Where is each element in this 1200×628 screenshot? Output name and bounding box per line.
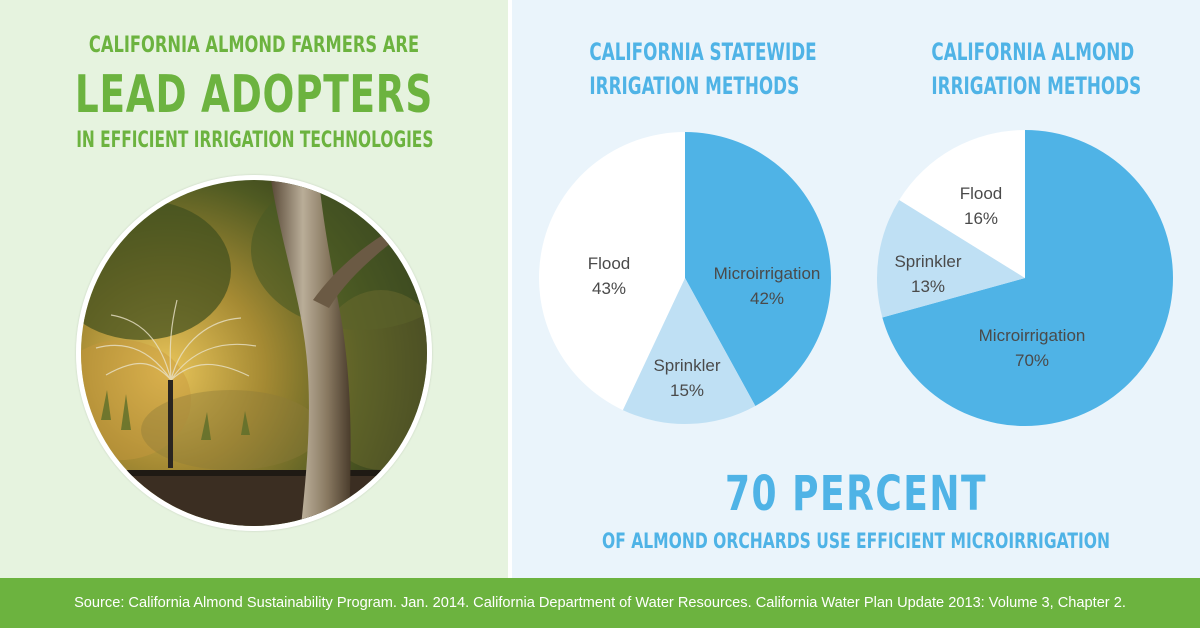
slice-label-sprinkler: Sprinkler: [894, 252, 961, 271]
pie-slice-sprinkler: [622, 278, 756, 424]
pie-slice-microirrigation: [685, 132, 831, 406]
headline-line-3: IN EFFICIENT IRRIGATION TECHNOLOGIES: [76, 128, 434, 153]
slice-label-flood: Flood: [960, 184, 1003, 203]
almond-chart-title-line-2: IRRIGATION METHODS: [931, 72, 1142, 100]
slice-value-microirrigation: 70%: [1015, 351, 1049, 370]
slice-value-flood: 16%: [964, 209, 998, 228]
slice-value-sprinkler: 15%: [670, 381, 704, 400]
almond-chart-title-line-1: CALIFORNIA ALMOND: [931, 38, 1135, 66]
slice-label-sprinkler: Sprinkler: [653, 356, 720, 375]
pie-slice-microirrigation: [882, 130, 1174, 427]
slice-value-sprinkler: 13%: [911, 277, 945, 296]
almond-chart-title: CALIFORNIA ALMOND IRRIGATION METHODS: [931, 35, 1142, 103]
highlight-subtitle: OF ALMOND ORCHARDS USE EFFICIENT MICROIR…: [601, 529, 1111, 553]
statewide-chart-title-line-2: IRRIGATION METHODS: [589, 72, 800, 100]
slice-label-microirrigation: Microirrigation: [714, 264, 821, 283]
pie-slice-flood: [539, 132, 685, 411]
pie-charts: Microirrigation 42% Sprinkler 15% Flood 43% M…: [539, 130, 1174, 427]
panel-divider: [508, 0, 512, 578]
slice-label-microirrigation: Microirrigation: [979, 326, 1086, 345]
pie-slice-flood: [899, 130, 1025, 278]
pie-slice-sprinkler: [877, 199, 1025, 318]
statewide-chart-title-line-1: CALIFORNIA STATEWIDE: [589, 38, 817, 66]
statewide-pie: Microirrigation 42% Sprinkler 15% Flood 43%: [539, 132, 831, 424]
source-citation: Source: California Almond Sustainability…: [74, 595, 1126, 611]
almond-pie: Microirrigation 70% Sprinkler 13% Flood 16%: [877, 130, 1174, 427]
footer-bar: [0, 578, 1200, 628]
statewide-chart-title: CALIFORNIA STATEWIDE IRRIGATION METHODS: [589, 35, 817, 103]
slice-value-flood: 43%: [592, 279, 626, 298]
headline-line-1: CALIFORNIA ALMOND FARMERS ARE: [88, 33, 420, 58]
slice-label-flood: Flood: [588, 254, 631, 273]
slice-value-microirrigation: 42%: [750, 289, 784, 308]
highlight-big-number: 70 PERCENT: [724, 466, 988, 522]
headline-lead-adopters: LEAD ADOPTERS: [74, 65, 434, 125]
